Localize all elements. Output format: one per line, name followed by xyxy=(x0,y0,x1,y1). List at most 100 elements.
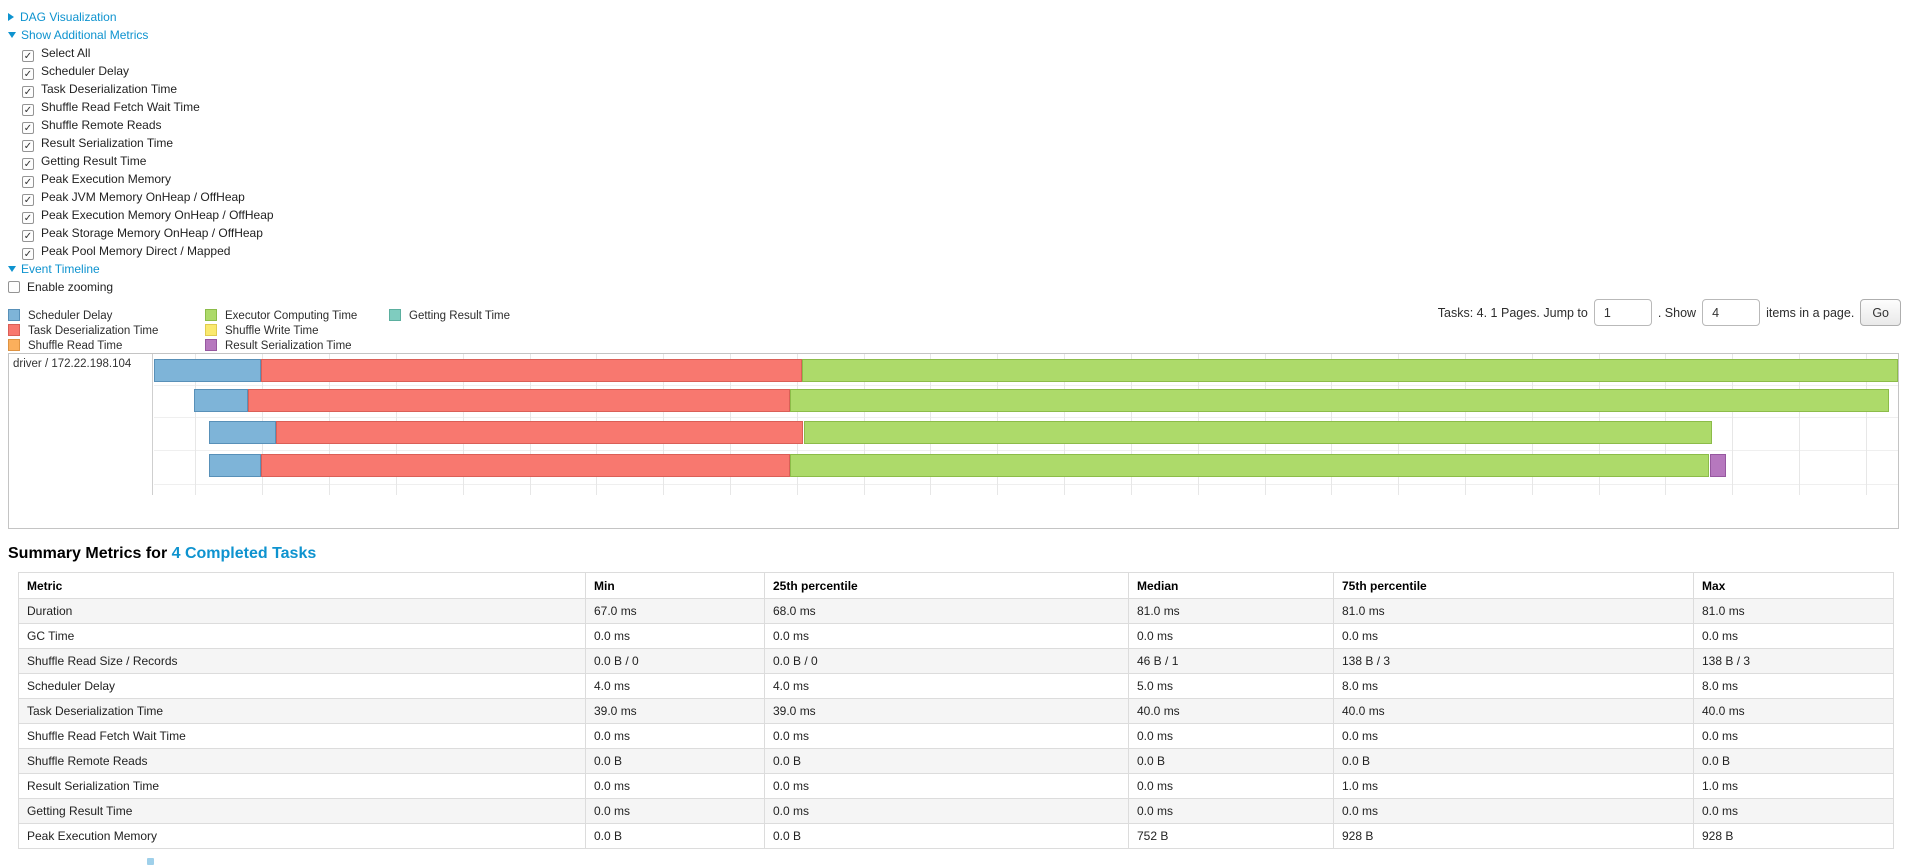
summary-table-row: Shuffle Remote Reads 0.0 B 0.0 B 0.0 B 0.0 B… xyxy=(18,748,1894,774)
jump-to-page-input[interactable] xyxy=(1593,299,1652,326)
metric-value-cell: 4.0 ms xyxy=(764,673,1129,699)
metric-checkbox[interactable]: ✓ xyxy=(22,176,34,188)
metric-name-cell: Duration xyxy=(18,598,586,624)
lane-separator xyxy=(154,484,1898,485)
summary-column-header: 25th percentile xyxy=(764,572,1129,599)
executor-computing-bar-segment[interactable] xyxy=(790,389,1889,412)
metric-checkbox[interactable]: ✓ xyxy=(22,140,34,152)
legend-item-label: Shuffle Read Time xyxy=(28,340,123,352)
summary-metrics-table: Metric Min 25th percentile Median 75th perce… xyxy=(18,572,1894,849)
metric-checkbox[interactable]: ✓ xyxy=(22,212,34,224)
task-deserialization-bar-segment[interactable] xyxy=(247,389,791,412)
metric-value-cell: 0.0 ms xyxy=(1693,723,1894,749)
caret-down-icon xyxy=(8,266,16,272)
summary-table-row: Shuffle Read Size / Records 0.0 B / 0 0.0 … xyxy=(18,648,1894,674)
metric-value-cell: 752 B xyxy=(1128,823,1334,849)
tasks-pager-summary: Tasks: 4. 1 Pages. Jump to xyxy=(1437,305,1588,320)
scheduler-delay-bar-segment[interactable] xyxy=(208,421,276,444)
executor-computing-bar-segment[interactable] xyxy=(802,359,1898,382)
legend-item-label: Shuffle Write Time xyxy=(225,325,319,337)
metric-checkbox-label: Getting Result Time xyxy=(41,154,147,168)
metric-value-cell: 0.0 ms xyxy=(1128,798,1334,824)
summary-table-row: GC Time 0.0 ms 0.0 ms 0.0 ms 0.0 ms 0.0 ms xyxy=(18,623,1894,649)
summary-table-row: Scheduler Delay 4.0 ms 4.0 ms 5.0 ms 8.0 ms 8… xyxy=(18,673,1894,699)
metric-checkbox[interactable]: ✓ xyxy=(22,104,34,116)
event-timeline-toggle[interactable]: Event Timeline xyxy=(8,260,274,278)
show-label: . Show xyxy=(1657,305,1697,320)
legend-column: Executor Computing Time Shuffle Write Tim… xyxy=(205,309,357,354)
metric-value-cell: 40.0 ms xyxy=(1128,698,1334,724)
legend-item-label: Executor Computing Time xyxy=(225,310,358,322)
scheduler-delay-bar-segment[interactable] xyxy=(194,389,248,412)
metric-checkbox-label: Peak Pool Memory Direct / Mapped xyxy=(41,244,231,258)
getting-result-legend-swatch xyxy=(389,309,401,321)
dag-visualization-toggle[interactable]: DAG Visualization xyxy=(8,8,274,26)
metric-name-cell: Getting Result Time xyxy=(18,798,586,824)
metric-value-cell: 0.0 B xyxy=(1693,748,1894,774)
metric-checkbox-row: ✓ Scheduler Delay xyxy=(22,62,274,80)
completed-tasks-link[interactable]: 4 Completed Tasks xyxy=(171,545,317,562)
metric-value-cell: 0.0 B xyxy=(1128,748,1334,774)
metric-name-cell: Task Deserialization Time xyxy=(18,698,586,724)
scheduler-delay-bar-segment[interactable] xyxy=(154,359,261,382)
summary-title-prefix: Summary Metrics for xyxy=(8,545,172,562)
metric-value-cell: 46 B / 1 xyxy=(1128,648,1334,674)
metric-value-cell: 0.0 ms xyxy=(1333,798,1694,824)
scheduler-delay-legend-swatch xyxy=(8,309,20,321)
metric-checkbox[interactable]: ✓ xyxy=(22,248,34,260)
scheduler-delay-bar-segment[interactable] xyxy=(208,454,261,477)
legend-item: Shuffle Write Time xyxy=(205,324,357,339)
metric-checkbox-row: ✓ Task Deserialization Time xyxy=(22,80,274,98)
executor-computing-bar-segment[interactable] xyxy=(790,454,1710,477)
metric-value-cell: 4.0 ms xyxy=(585,673,765,699)
task-deserialization-bar-segment[interactable] xyxy=(275,421,804,444)
summary-table-row: Getting Result Time 0.0 ms 0.0 ms 0.0 ms 0.0… xyxy=(18,798,1894,824)
metric-checkbox-label: Select All xyxy=(41,46,91,60)
show-additional-metrics-toggle[interactable]: Show Additional Metrics xyxy=(8,26,274,44)
metric-checkbox-row: ✓ Peak Execution Memory OnHeap / OffHeap xyxy=(22,206,274,224)
metric-value-cell: 81.0 ms xyxy=(1333,598,1694,624)
metric-checkbox-row: ✓ Shuffle Remote Reads xyxy=(22,116,274,134)
summary-column-header: Min xyxy=(585,572,765,599)
metric-checkbox[interactable]: ✓ xyxy=(22,230,34,242)
summary-header-row: Metric Min 25th percentile Median 75th perce… xyxy=(18,572,1894,599)
metric-checkbox-list: ✓ Select All ✓ Scheduler Delay ✓ Task Deseria… xyxy=(8,44,274,260)
lane-separator xyxy=(154,450,1898,451)
metric-value-cell: 1.0 ms xyxy=(1333,773,1694,799)
timeline-plot-area: 42516:52:0443043544044545045546046547047… xyxy=(154,354,1898,495)
show-additional-metrics-label: Show Additional Metrics xyxy=(21,28,149,42)
metric-checkbox[interactable]: ✓ xyxy=(22,50,34,62)
metric-value-cell: 0.0 B xyxy=(585,823,765,849)
executor-computing-bar-segment[interactable] xyxy=(803,421,1713,444)
metric-checkbox[interactable]: ✓ xyxy=(22,194,34,206)
metric-value-cell: 928 B xyxy=(1693,823,1894,849)
metric-value-cell: 81.0 ms xyxy=(1693,598,1894,624)
metric-checkbox[interactable]: ✓ xyxy=(22,68,34,80)
enable-zooming-checkbox[interactable] xyxy=(8,281,20,293)
metric-checkbox-label: Shuffle Read Fetch Wait Time xyxy=(41,100,200,114)
time-axis-gridline xyxy=(195,354,196,495)
metric-name-cell: Shuffle Read Fetch Wait Time xyxy=(18,723,586,749)
metric-value-cell: 0.0 ms xyxy=(764,723,1129,749)
metric-checkbox[interactable]: ✓ xyxy=(22,86,34,98)
items-per-page-input[interactable] xyxy=(1702,299,1761,326)
metric-value-cell: 0.0 ms xyxy=(764,623,1129,649)
go-button[interactable]: Go xyxy=(1860,299,1901,326)
metric-value-cell: 5.0 ms xyxy=(1128,673,1334,699)
legend-item-label: Task Deserialization Time xyxy=(28,325,159,337)
result-serialization-legend-swatch xyxy=(205,339,217,351)
metric-checkbox-label: Scheduler Delay xyxy=(41,64,130,78)
metric-value-cell: 0.0 ms xyxy=(764,773,1129,799)
task-deserialization-bar-segment[interactable] xyxy=(260,454,791,477)
legend-item: Scheduler Delay xyxy=(8,309,158,324)
metric-checkbox-row: ✓ Result Serialization Time xyxy=(22,134,274,152)
summary-column-header: 75th percentile xyxy=(1333,572,1694,599)
task-deserialization-bar-segment[interactable] xyxy=(260,359,803,382)
result-serialization-bar-segment[interactable] xyxy=(1709,454,1726,477)
legend-item: Executor Computing Time xyxy=(205,309,357,324)
metric-value-cell: 0.0 ms xyxy=(1693,798,1894,824)
summary-table-head: Metric Min 25th percentile Median 75th perce… xyxy=(18,572,1894,599)
metric-checkbox[interactable]: ✓ xyxy=(22,158,34,170)
metric-checkbox[interactable]: ✓ xyxy=(22,122,34,134)
shuffle-read-legend-swatch xyxy=(8,339,20,351)
